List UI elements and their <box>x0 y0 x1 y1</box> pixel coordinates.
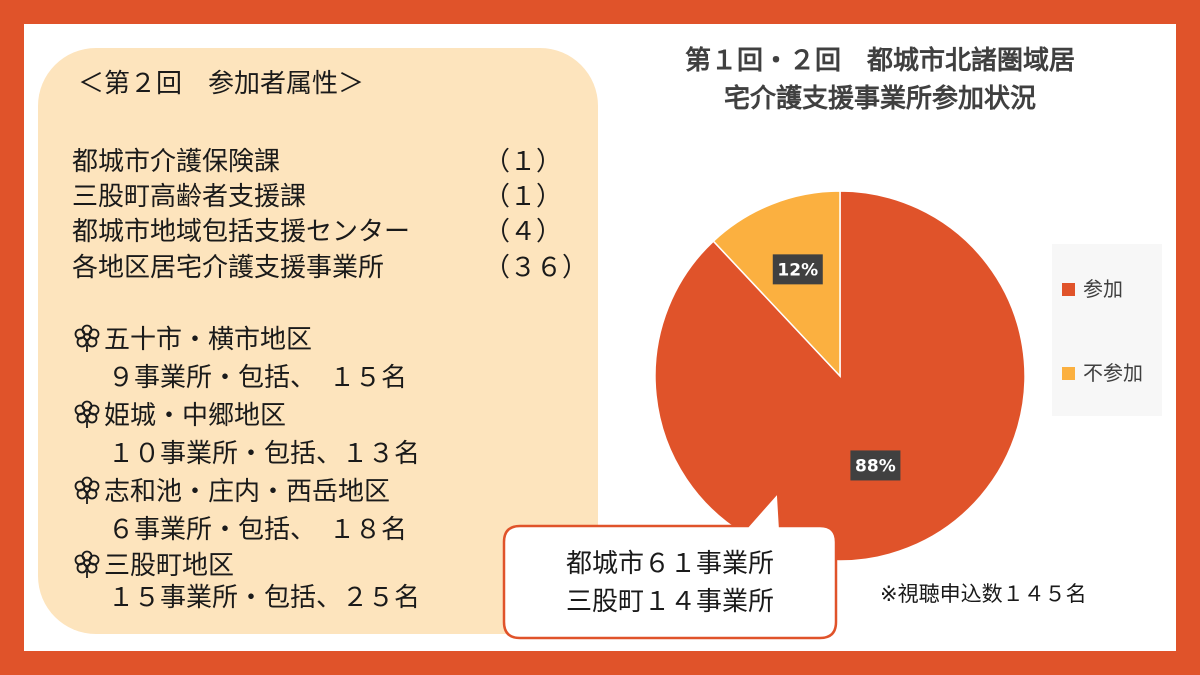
area-heading: 三股町地区 <box>72 548 234 584</box>
area-name: 五十市・横市地区 <box>104 325 313 355</box>
category-row: 三股町高齢者支援課 （１） <box>72 179 562 215</box>
callout-line: 都城市６１事業所 <box>565 549 774 579</box>
area-heading: 五十市・横市地区 <box>72 322 312 358</box>
area-heading: 志和池・庄内・西岳地区 <box>72 474 390 510</box>
value-label-box <box>850 450 901 481</box>
category-row: 都城市地域包括支援センター （４） <box>72 214 562 250</box>
legend-label: 参加 <box>1083 277 1123 301</box>
area-detail: １０事業所・包括、１３名 <box>108 439 421 469</box>
category-name: 都城市介護保険課 <box>72 147 281 177</box>
area-detail: ６事業所・包括、 １８名 <box>108 515 408 545</box>
chart-legend: 参加 不参加 <box>1052 244 1162 416</box>
category-count: （４） <box>484 217 563 247</box>
pie-value-label: 88% <box>850 450 901 481</box>
category-row: 各地区居宅介護支援事業所 （３６） <box>72 250 588 286</box>
category-name: 都城市地域包括支援センター <box>72 217 411 247</box>
category-count: （３６） <box>484 253 589 283</box>
legend-label: 不参加 <box>1083 361 1143 385</box>
category-row: 都城市介護保険課 （１） <box>72 144 562 180</box>
panel-title: ＜第２回 参加者属性＞ <box>78 69 365 99</box>
flower-icon <box>74 324 100 352</box>
callout-bubble: 都城市６１事業所 三股町１４事業所 <box>500 490 840 640</box>
category-name: 三股町高齢者支援課 <box>72 182 307 212</box>
pie-value-label: 12% <box>772 254 823 285</box>
flower-icon <box>74 400 100 428</box>
area-name: 三股町地区 <box>104 551 235 581</box>
pie-chart: 88% 12% <box>654 190 1026 562</box>
category-count: （１） <box>484 182 563 212</box>
footnote: ※視聴申込数１４５名 <box>880 582 1087 606</box>
flower-icon <box>74 550 100 578</box>
area-detail: ９事業所・包括、 １５名 <box>108 363 408 393</box>
area-name: 志和池・庄内・西岳地区 <box>104 477 391 507</box>
area-detail: １５事業所・包括、２５名 <box>108 583 421 613</box>
area-name: 姫城・中郷地区 <box>104 401 287 431</box>
legend-item: 不参加 <box>1062 360 1143 386</box>
chart-title-line: 宅介護支援事業所参加状況 <box>723 84 1036 114</box>
legend-swatch <box>1062 283 1075 296</box>
area-heading: 姫城・中郷地区 <box>72 398 286 434</box>
value-label-box <box>772 254 823 285</box>
value-label-text: 12% <box>777 260 818 280</box>
callout-line: 三股町１４事業所 <box>565 587 774 617</box>
value-label-text: 88% <box>855 456 896 476</box>
legend-item: 参加 <box>1062 276 1123 302</box>
flower-icon <box>74 476 100 504</box>
category-name: 各地区居宅介護支援事業所 <box>72 253 385 283</box>
callout-shape <box>502 490 838 640</box>
chart-title-line: 第１回・２回 都城市北諸圏域居 <box>684 46 1075 76</box>
legend-swatch <box>1062 367 1075 380</box>
category-count: （１） <box>484 147 563 177</box>
chart-title: 第１回・２回 都城市北諸圏域居 宅介護支援事業所参加状況 <box>600 42 1160 118</box>
